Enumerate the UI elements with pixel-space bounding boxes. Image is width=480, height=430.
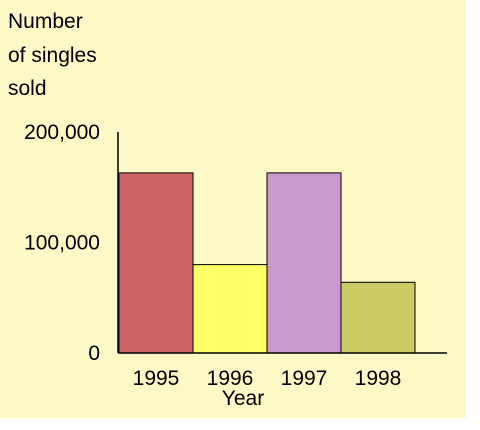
x-tick-label-1998: 1998 <box>355 367 402 390</box>
bar-1996 <box>192 264 268 354</box>
x-tick-label-1997: 1997 <box>281 367 328 390</box>
y-axis-label-line-1: Number <box>8 10 83 33</box>
bar-1995 <box>118 172 194 354</box>
y-tick-label-2: 200,000 <box>24 121 100 144</box>
bar-chart: 0 100,000 200,000 1995 1996 1997 1998 Year <box>24 121 447 410</box>
bar-1997 <box>266 172 342 354</box>
bar-1998 <box>340 281 416 354</box>
x-tick-label-1996: 1996 <box>207 367 254 390</box>
x-tick-label-1995: 1995 <box>133 367 180 390</box>
y-tick-label-1: 100,000 <box>24 232 100 255</box>
x-axis-label: Year <box>222 387 264 410</box>
y-tick-label-0: 0 <box>88 342 100 365</box>
y-axis-label-line-3: sold <box>8 77 47 100</box>
y-axis-label-line-2: of singles <box>8 44 97 67</box>
chart-panel: Number of singles sold 0 100,000 200,000 19… <box>0 0 466 418</box>
